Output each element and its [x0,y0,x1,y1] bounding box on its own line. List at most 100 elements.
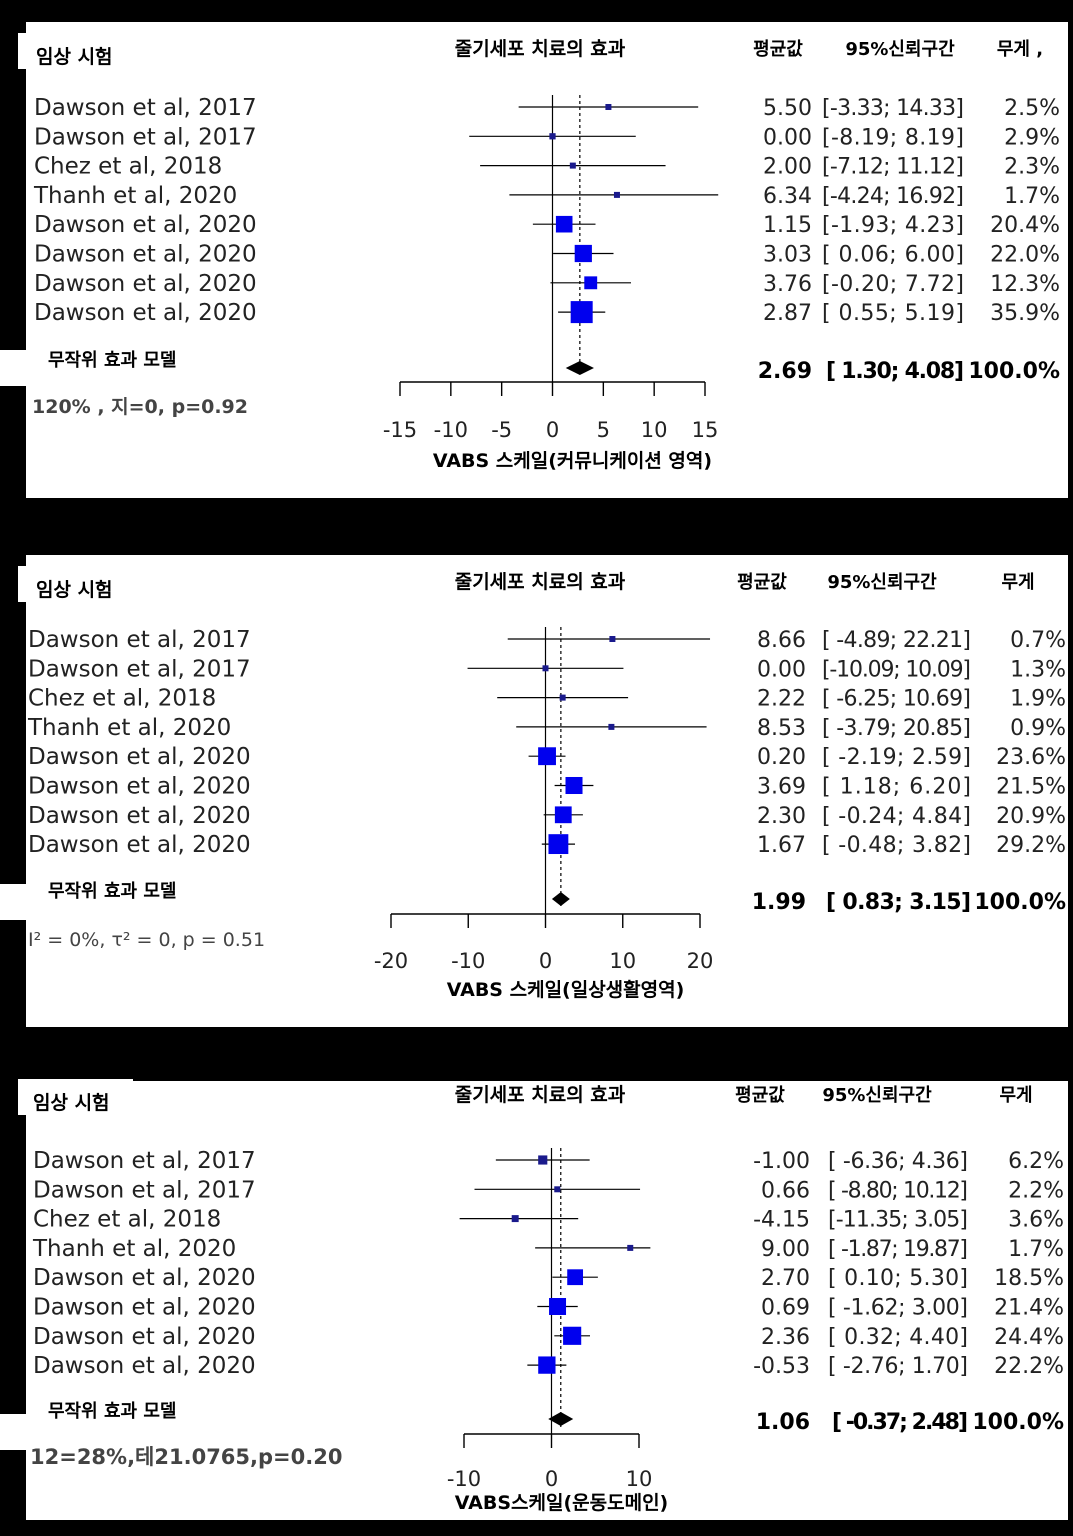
plot-area [26,555,1068,1027]
study-effect-square [549,133,556,140]
study-label: Chez et al, 2018 [28,686,216,712]
study-weight-value: 0.9% [1010,716,1066,741]
study-weight-value: 22.0% [990,243,1060,268]
study-mean-value: 2.87 [763,301,812,326]
study-mean-value: 0.20 [757,745,806,770]
study-label: Dawson et al, 2020 [34,242,257,268]
study-weight-value: 1.7% [1008,1237,1064,1262]
study-effect-square [567,1269,584,1286]
header-label-background [18,1079,133,1115]
study-weight-value: 21.4% [994,1296,1064,1321]
study-label: Thanh et al, 2020 [32,1236,236,1262]
pooled-ci-value: [ 1.30; 4.08] [826,359,964,384]
study-mean-value: 8.66 [757,628,806,653]
forest-plot-a: 임상 시험 줄기세포 치료의 효과 평균값 95%신뢰구간 무게 , Dawson et … [0,33,1060,472]
x-axis-tick-label: 5 [597,418,610,442]
forest-plot-c: 임상 시험 줄기세포 치료의 효과 평균값 95%신뢰구간 무게 Dawson et al… [0,1079,1064,1514]
study-mean-value: 3.03 [763,243,812,268]
header-label-background [18,566,133,602]
study-effect-square [584,276,598,290]
study-effect-square [538,747,556,766]
study-effect-square [554,806,572,824]
study-label: Dawson et al, 2020 [33,1324,256,1350]
pooled-diamond [548,1412,574,1426]
x-axis-tick-label: 0 [545,1467,558,1491]
study-label: Dawson et al, 2020 [34,300,257,326]
study-ci-value: [-0.20; 7.72] [822,272,964,297]
study-ci-value: [ 0.06; 6.00] [822,243,964,268]
study-weight-value: 20.4% [990,213,1060,238]
study-ci-value: [-1.93; 4.23] [822,213,964,238]
header-ci: 95%신뢰구간 [845,39,955,60]
pooled-weight-value: 100.0% [968,359,1060,384]
x-axis-tick-label: -10 [447,1467,481,1491]
study-ci-value: [ -6.36; 4.36] [828,1149,968,1174]
header-effect: 줄기세포 치료의 효과 [455,38,626,60]
forest-panel-c: c 임상 시험 줄기세포 치료의 효과 평균값 95%신뢰구간 무게 Dawson et … [0,1048,1073,1520]
study-label: Dawson et al, 2017 [33,1177,256,1203]
study-label: Thanh et al, 2020 [27,715,231,741]
pooled-weight-value: 100.0% [974,890,1066,915]
x-axis-tick-label: 20 [687,949,714,973]
forest-panel-a: a 임상 시험 줄기세포 치료의 효과 평균값 95%신뢰구간 무게 , Dawson e… [0,0,1073,498]
pooled-mean-value: 1.99 [752,890,806,915]
study-ci-value: [-8.19; 8.19] [822,125,964,150]
study-effect-square [608,723,615,730]
study-effect-square [613,191,620,198]
study-mean-value: 0.00 [763,125,812,150]
study-effect-square [511,1215,519,1223]
pooled-ci-value: [ -0.37; 2.48] [832,1410,968,1435]
header-label-background [18,33,133,69]
study-label: Dawson et al, 2020 [34,271,257,297]
study-label: Dawson et al, 2020 [28,744,251,770]
study-ci-value: [ -8.80; 10.12] [828,1178,968,1203]
x-axis-tick-label: 10 [626,1467,653,1491]
study-mean-value: 9.00 [761,1237,810,1262]
study-label: Thanh et al, 2020 [33,183,237,209]
study-label: Dawson et al, 2020 [33,1353,256,1379]
panel-letter: a [28,0,49,27]
study-effect-square [570,301,593,324]
study-ci-value: [ -0.48; 3.82] [822,833,971,858]
x-axis-tick-label: 0 [546,418,559,442]
study-mean-value: 6.34 [763,184,812,209]
x-axis-label: VABS스케일(운동도메인) [455,1492,669,1514]
study-mean-value: -0.53 [753,1354,810,1379]
study-ci-value: [-11.35; 3.05] [828,1208,968,1233]
heterogeneity-stats: 120% , 지=0, p=0.92 [32,396,248,418]
study-mean-value: 3.76 [763,272,812,297]
study-label: Dawson et al, 2017 [28,656,251,682]
heterogeneity-stats: I² = 0%, τ² = 0, p = 0.51 [28,929,265,951]
forest-plot-b: 임상 시험 줄기세포 치료의 효과 평균값 95%신뢰구간 무게 Dawson et al… [0,566,1066,1001]
panel-letter: c [28,1048,46,1083]
header-weight: 무게 [999,1085,1032,1106]
study-mean-value: 2.22 [757,687,806,712]
pooled-diamond [565,361,594,375]
model-label-background [0,350,210,386]
header-ci: 95%신뢰구간 [827,572,937,593]
study-effect-square [569,162,576,169]
header-study: 임상 시험 [36,46,113,68]
study-mean-value: 3.69 [757,775,806,800]
study-ci-value: [-7.12; 11.12] [822,155,964,180]
study-weight-value: 6.2% [1008,1149,1064,1174]
pooled-diamond [551,892,570,906]
x-axis-tick-label: 15 [692,418,719,442]
header-mean: 평균값 [737,572,787,593]
pooled-weight-value: 100.0% [972,1410,1064,1435]
study-label: Chez et al, 2018 [33,1207,221,1233]
x-axis-tick-label: 0 [539,949,552,973]
header-study: 임상 시험 [36,579,113,601]
study-ci-value: [ -3.79; 20.85] [822,716,971,741]
study-label: Dawson et al, 2020 [33,1295,256,1321]
study-ci-value: [ -6.25; 10.69] [822,687,971,712]
study-weight-value: 23.6% [996,745,1066,770]
study-ci-value: [ 1.18; 6.20] [822,775,971,800]
study-label: Dawson et al, 2017 [28,627,251,653]
study-weight-value: 1.3% [1010,657,1066,682]
study-mean-value: 0.66 [761,1178,810,1203]
study-mean-value: 5.50 [763,96,812,121]
random-effects-model-label: 무작위 효과 모델 [48,1401,176,1422]
header-mean: 평균값 [735,1085,785,1106]
study-ci-value: [ -1.87; 19.87] [828,1237,968,1262]
